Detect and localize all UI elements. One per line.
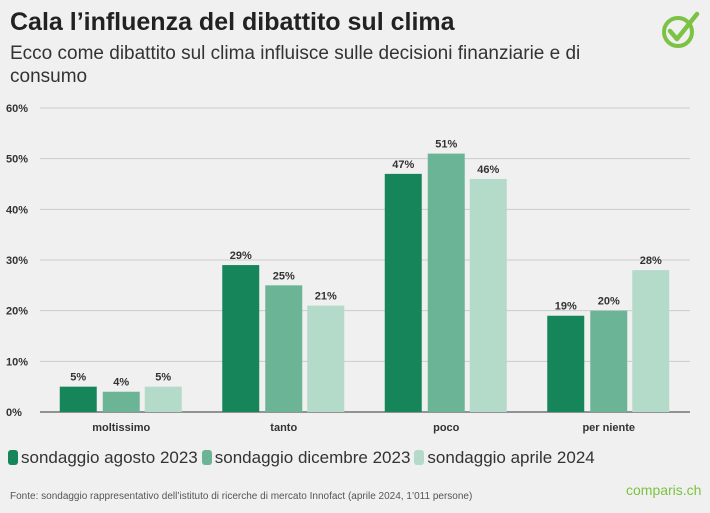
x-tick-label: moltissimo	[92, 422, 150, 434]
data-label: 25%	[273, 270, 295, 282]
x-tick-label: per niente	[582, 422, 635, 434]
y-tick-label: 0%	[6, 407, 22, 419]
data-label: 51%	[435, 139, 457, 151]
data-label: 47%	[392, 159, 414, 171]
legend-label: sondaggio agosto 2023	[21, 448, 198, 467]
y-tick-label: 30%	[6, 255, 28, 267]
x-tick-label: poco	[433, 422, 460, 434]
data-label: 4%	[113, 377, 129, 389]
legend-label: sondaggio dicembre 2023	[214, 448, 411, 467]
check-circle-icon	[662, 11, 700, 48]
data-label: 29%	[230, 250, 252, 262]
y-tick-label: 60%	[6, 103, 28, 115]
bar	[265, 285, 303, 412]
bar-chart: 0% 10% 20% 30% 40% 50% 60% moltissimo 5% 4% 5% tant…	[6, 103, 690, 434]
legend-item: sondaggio dicembre 2023	[201, 448, 411, 468]
bar	[632, 270, 670, 412]
data-label: 46%	[477, 164, 499, 176]
legend: sondaggio agosto 2023 sondaggio dicembre …	[8, 448, 595, 468]
legend-swatch	[414, 450, 425, 465]
bar	[427, 153, 465, 412]
legend-item: sondaggio aprile 2024	[414, 448, 595, 468]
bar	[590, 310, 628, 412]
bar	[102, 391, 140, 412]
y-tick-label: 10%	[6, 356, 28, 368]
bar	[307, 305, 345, 412]
chart-title: Cala l’influenza del dibattito sul clima	[10, 8, 455, 36]
legend-swatch	[201, 450, 212, 465]
chart-subtitle: Ecco come dibattito sul clima influisce …	[10, 43, 581, 87]
bar	[222, 265, 260, 412]
y-tick-label: 50%	[6, 154, 28, 166]
bar	[59, 386, 97, 412]
data-label: 5%	[155, 372, 171, 384]
data-label: 5%	[70, 372, 86, 384]
bar	[469, 178, 507, 412]
data-label: 21%	[315, 291, 337, 303]
y-tick-label: 20%	[6, 306, 28, 318]
bar	[547, 315, 585, 412]
y-tick-label: 40%	[6, 204, 28, 216]
brand-logo: comparis.ch	[626, 482, 702, 498]
bar	[384, 173, 422, 412]
x-tick-label: tanto	[270, 422, 297, 434]
legend-swatch	[8, 450, 18, 465]
bar	[144, 386, 182, 412]
source-note: Fonte: sondaggio rappresentativo dell’is…	[10, 491, 473, 502]
data-label: 28%	[640, 255, 662, 267]
data-label: 19%	[555, 301, 577, 313]
legend-item: sondaggio agosto 2023	[8, 448, 198, 468]
legend-label: sondaggio aprile 2024	[427, 448, 595, 467]
data-label: 20%	[598, 296, 620, 308]
